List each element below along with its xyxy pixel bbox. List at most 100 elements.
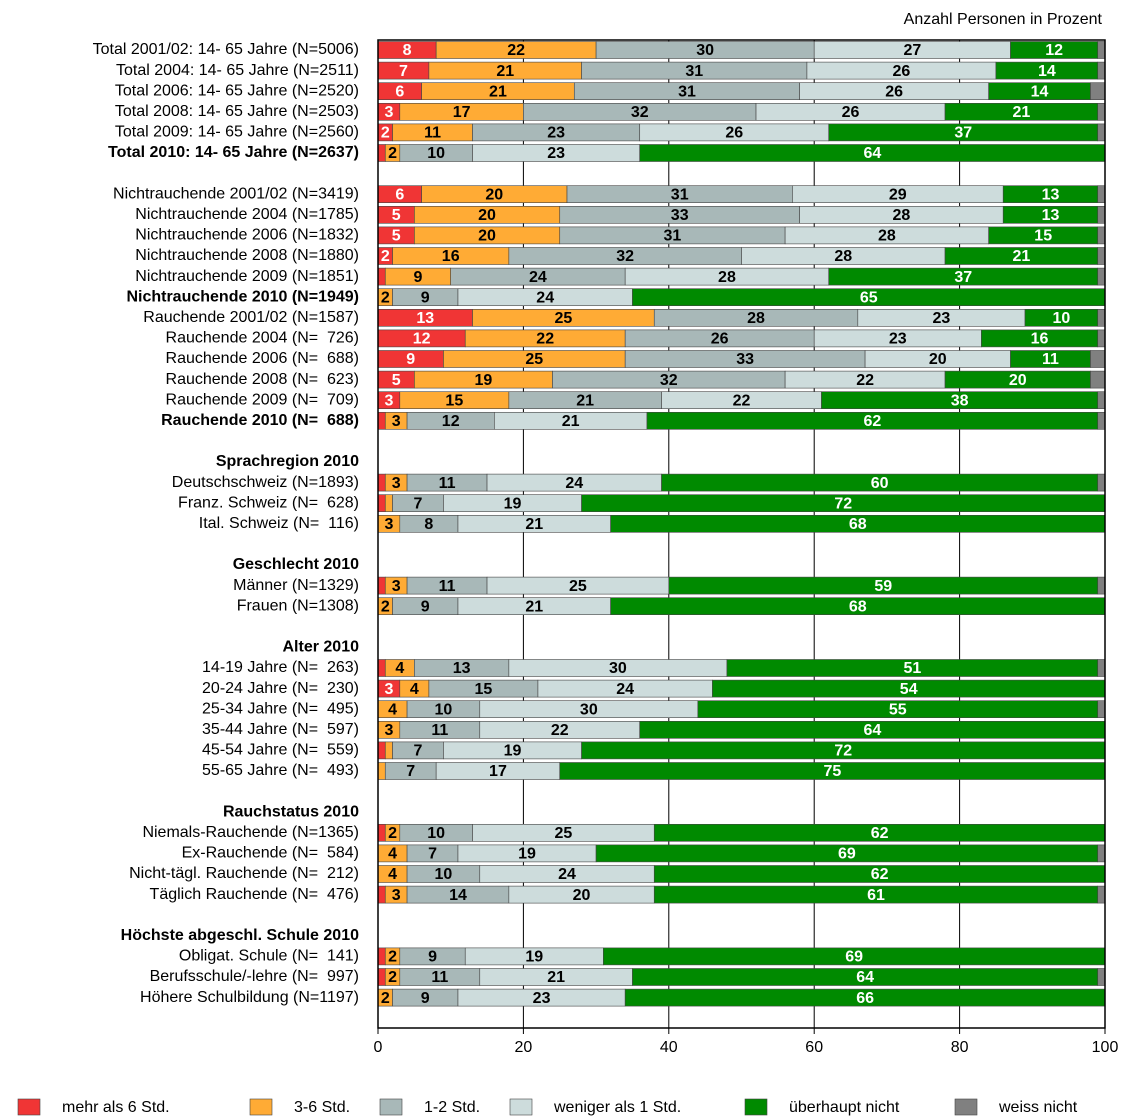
bar-segment xyxy=(1097,391,1106,410)
data-label: 17 xyxy=(453,104,471,121)
bar-segment xyxy=(377,411,386,430)
data-label: 14 xyxy=(449,887,467,904)
y-tick-label: Rauchende 2001/02 (N=1587) xyxy=(143,309,359,326)
bar-segment xyxy=(377,762,386,780)
data-label: 5 xyxy=(392,372,401,389)
y-tick-label: Nichtrauchende 2009 (N=1851) xyxy=(135,268,359,285)
bar-segment xyxy=(1097,103,1106,121)
data-label: 20 xyxy=(485,186,503,203)
y-tick-label: Niemals-Rauchende (N=1365) xyxy=(142,824,359,841)
data-label: 19 xyxy=(518,846,536,863)
data-label: 13 xyxy=(1042,207,1060,224)
bar-segment xyxy=(384,741,393,760)
data-label: 10 xyxy=(427,825,445,842)
data-label: 31 xyxy=(664,228,682,245)
x-tick-label: 20 xyxy=(515,1039,533,1056)
data-label: 65 xyxy=(860,289,878,306)
y-tick-label: Obligat. Schule (N= 141) xyxy=(179,948,359,965)
x-tick-label: 100 xyxy=(1092,1039,1119,1056)
legend-swatch xyxy=(17,1098,41,1116)
x-tick-label: 0 xyxy=(374,1039,383,1056)
y-tick-label: Berufsschule/-lehre (N= 997) xyxy=(150,968,359,985)
data-label: 7 xyxy=(399,63,408,80)
data-label: 11 xyxy=(1042,351,1059,368)
data-label: 4 xyxy=(388,846,397,863)
y-tick-label: Nichtrauchende 2006 (N=1832) xyxy=(135,227,359,244)
data-label: 62 xyxy=(871,866,889,883)
data-label: 37 xyxy=(954,269,972,286)
bar-segment xyxy=(1097,308,1106,327)
y-tick-label: 35-44 Jahre (N= 597) xyxy=(202,721,359,738)
bar-segment xyxy=(1097,576,1106,595)
data-label: 33 xyxy=(736,351,754,368)
data-label: 10 xyxy=(435,866,453,883)
bar-segment xyxy=(377,473,386,492)
data-label: 4 xyxy=(410,681,419,698)
data-label: 21 xyxy=(489,83,507,100)
data-label: 9 xyxy=(421,990,430,1007)
y-tick-label: Rauchende 2006 (N= 688) xyxy=(166,350,359,367)
data-label: 30 xyxy=(696,42,714,59)
data-label: 23 xyxy=(933,310,951,327)
bar-segment xyxy=(1097,411,1106,430)
y-tick-label: Höhere Schulbildung (N=1197) xyxy=(140,989,359,1006)
data-label: 22 xyxy=(733,392,751,409)
legend-label: überhaupt nicht xyxy=(789,1099,900,1116)
data-label: 2 xyxy=(388,969,397,986)
y-tick-label: Franz. Schweiz (N= 628) xyxy=(178,494,359,511)
data-label: 66 xyxy=(856,990,874,1007)
bar-segment xyxy=(1097,185,1106,203)
data-label: 75 xyxy=(823,763,841,780)
data-label: 20 xyxy=(1009,372,1027,389)
data-label: 55 xyxy=(889,701,907,718)
data-label: 29 xyxy=(889,186,907,203)
data-label: 28 xyxy=(718,269,736,286)
data-label: 26 xyxy=(711,331,729,348)
data-label: 21 xyxy=(562,413,580,430)
data-label: 54 xyxy=(900,681,918,698)
y-tick-label: 14-19 Jahre (N= 263) xyxy=(202,659,359,676)
legend-label: 1-2 Std. xyxy=(424,1099,480,1116)
data-label: 19 xyxy=(504,495,522,512)
bar-segment xyxy=(377,968,386,986)
group-header: Geschlecht 2010 xyxy=(233,556,359,573)
data-label: 3 xyxy=(392,475,401,492)
data-label: 9 xyxy=(414,269,423,286)
x-tick-label: 60 xyxy=(805,1039,823,1056)
data-label: 13 xyxy=(416,310,434,327)
data-label: 24 xyxy=(536,289,554,306)
bar-segment xyxy=(1097,206,1106,224)
bar-segment xyxy=(1097,123,1106,142)
data-label: 6 xyxy=(395,186,404,203)
y-tick-label: Frauen (N=1308) xyxy=(237,597,359,614)
data-label: 11 xyxy=(439,475,456,492)
legend-label: 3-6 Std. xyxy=(294,1099,350,1116)
bar-segment xyxy=(377,885,386,904)
data-label: 19 xyxy=(525,949,543,966)
data-label: 21 xyxy=(1012,248,1030,265)
bar-segment xyxy=(1097,267,1106,286)
y-tick-label: Rauchende 2009 (N= 709) xyxy=(166,391,359,408)
y-tick-label: Total 2008: 14- 65 Jahre (N=2503) xyxy=(115,103,359,120)
y-tick-label: Männer (N=1329) xyxy=(233,577,359,594)
y-tick-label: 25-34 Jahre (N= 495) xyxy=(202,700,359,717)
data-label: 11 xyxy=(424,125,441,142)
bar-segment xyxy=(377,659,386,677)
data-label: 64 xyxy=(856,969,874,986)
data-label: 9 xyxy=(406,351,415,368)
plot-frame xyxy=(377,39,1106,1029)
bar-segment xyxy=(377,494,386,513)
bar-segment xyxy=(1090,370,1106,389)
y-tick-label: Total 2006: 14- 65 Jahre (N=2520) xyxy=(115,82,359,99)
data-label: 7 xyxy=(414,495,423,512)
bar-segment xyxy=(1090,350,1106,368)
bar-segment xyxy=(377,823,386,842)
data-label: 13 xyxy=(453,660,471,677)
chart-subtitle: Anzahl Personen in Prozent xyxy=(904,11,1103,28)
y-tick-label: Rauchende 2010 (N= 688) xyxy=(161,412,359,429)
data-label: 24 xyxy=(616,681,634,698)
data-label: 3 xyxy=(384,681,393,698)
data-label: 4 xyxy=(388,701,397,718)
data-label: 22 xyxy=(507,42,525,59)
